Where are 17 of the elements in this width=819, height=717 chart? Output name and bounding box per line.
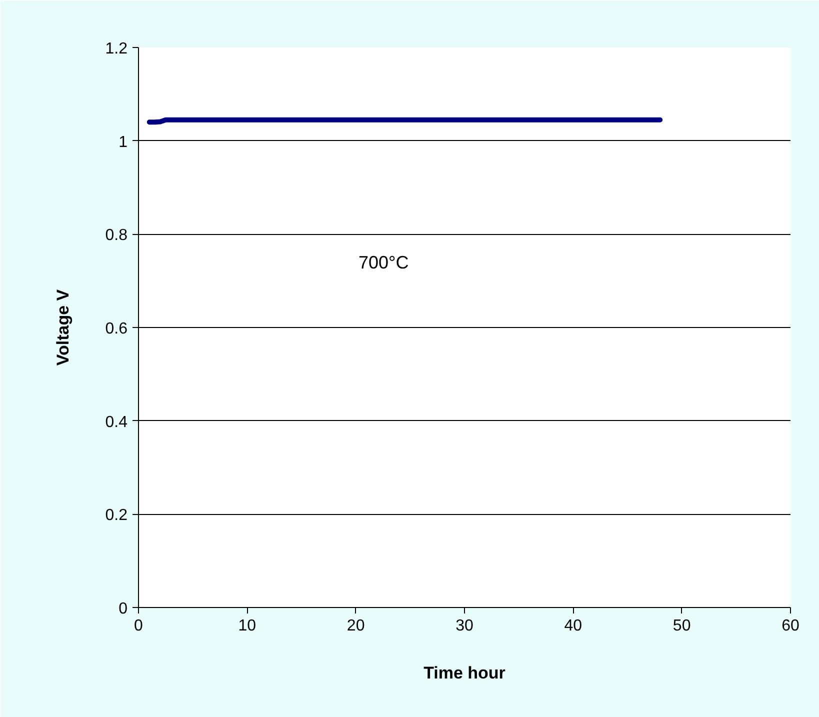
x-tick-label: 20: [346, 618, 365, 634]
y-tick-label: 0.4: [105, 414, 128, 431]
x-axis-title: Time hour: [424, 664, 506, 682]
x-tick-label: 0: [134, 618, 144, 634]
y-axis-title: Voltage V: [53, 288, 72, 366]
x-tick-label: 10: [238, 618, 256, 634]
y-tick-label: 0.8: [105, 227, 128, 244]
x-tick-label: 30: [456, 618, 474, 634]
x-tick-label: 40: [564, 618, 582, 634]
y-tick-label: 0.6: [105, 320, 128, 338]
x-tick-label: 50: [672, 618, 691, 634]
y-tick-label: 0.2: [105, 507, 128, 524]
x-tick-label: 60: [782, 618, 800, 634]
y-tick-label: 0: [118, 600, 128, 618]
y-tick-label: 1: [118, 134, 128, 151]
y-tick-label: 1.2: [105, 40, 128, 58]
annotation: 700°C: [358, 252, 409, 272]
